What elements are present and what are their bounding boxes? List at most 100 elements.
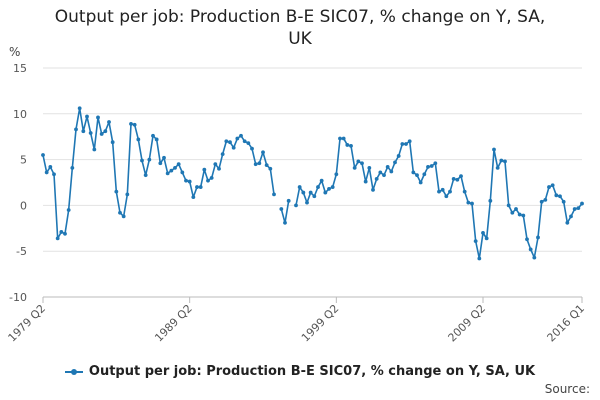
data-point	[576, 206, 581, 211]
data-point	[264, 163, 269, 168]
data-point	[378, 170, 383, 175]
data-point	[239, 133, 243, 138]
data-point	[539, 199, 544, 204]
data-point	[88, 131, 93, 135]
data-point	[547, 185, 551, 189]
data-point	[246, 141, 251, 146]
data-point	[55, 236, 60, 241]
data-point	[217, 166, 221, 171]
data-point	[136, 137, 141, 142]
y-tick-label: 15	[13, 62, 27, 75]
data-point	[184, 178, 188, 183]
data-point	[473, 239, 478, 244]
data-point	[81, 129, 86, 134]
data-point	[41, 153, 45, 157]
data-point	[319, 178, 324, 183]
data-point	[52, 172, 56, 177]
series-line	[42, 107, 275, 240]
data-point	[66, 208, 71, 212]
data-point	[422, 172, 427, 177]
data-point	[118, 210, 122, 215]
data-point	[129, 121, 133, 126]
data-point	[147, 157, 152, 162]
data-point	[543, 198, 548, 202]
series-line	[280, 200, 290, 224]
legend-label: Output per job: Production B-E SIC07, % …	[88, 364, 536, 379]
data-point	[297, 185, 302, 189]
data-point	[514, 207, 518, 211]
data-point	[334, 172, 339, 177]
data-point	[85, 114, 89, 119]
data-point	[455, 177, 460, 182]
data-point	[213, 162, 218, 167]
data-point	[418, 180, 423, 185]
data-point	[99, 132, 104, 136]
y-axis-label: %	[9, 45, 20, 59]
chart-title: Output per job: Production B-E SIC07, % …	[0, 6, 600, 50]
data-point	[433, 161, 438, 166]
data-point	[360, 161, 364, 166]
data-point	[158, 161, 163, 166]
data-point	[451, 176, 456, 181]
data-point	[70, 165, 75, 170]
data-point	[151, 133, 155, 138]
data-point	[484, 236, 489, 241]
data-point	[481, 230, 485, 235]
data-point	[173, 165, 177, 170]
data-point	[114, 189, 119, 194]
data-point	[235, 136, 240, 141]
x-tick-label: 1979 Q2	[6, 302, 49, 345]
data-point	[550, 183, 555, 188]
data-point	[92, 147, 97, 152]
data-point	[316, 185, 320, 189]
data-point	[187, 179, 192, 184]
data-point	[341, 136, 346, 141]
y-tick-label: 0	[20, 199, 27, 212]
data-point	[176, 162, 181, 167]
data-point	[140, 158, 144, 163]
data-point	[198, 185, 203, 189]
data-point	[231, 145, 236, 150]
data-point	[532, 255, 537, 260]
data-point	[327, 187, 331, 191]
data-point	[286, 198, 291, 203]
data-point	[169, 168, 174, 173]
data-point	[103, 129, 108, 134]
x-tick-label: 2009 Q2	[446, 302, 489, 345]
data-point	[180, 170, 185, 175]
data-point	[312, 194, 317, 199]
data-point	[495, 165, 500, 170]
data-point	[202, 167, 207, 172]
data-point	[426, 165, 430, 169]
data-point	[528, 247, 533, 252]
data-point	[272, 192, 276, 197]
data-point	[308, 190, 313, 195]
data-point	[301, 190, 306, 195]
legend[interactable]: Output per job: Production B-E SIC07, % …	[0, 364, 600, 379]
data-point	[338, 136, 342, 141]
data-point	[74, 127, 78, 132]
x-tick-label: 1999 Q2	[299, 302, 342, 345]
x-tick-label: 2016 Q1	[545, 302, 588, 345]
data-point	[374, 176, 379, 181]
data-point	[499, 158, 504, 163]
data-point	[580, 201, 584, 206]
y-tick-label: -10	[9, 291, 27, 304]
data-point	[121, 214, 126, 219]
data-point	[466, 200, 471, 205]
data-point	[268, 166, 273, 171]
data-point	[363, 179, 368, 184]
data-point	[558, 194, 562, 199]
data-point	[96, 115, 100, 120]
data-point	[279, 207, 284, 211]
data-point	[411, 170, 416, 175]
data-point	[323, 190, 328, 195]
y-tick-label: -5	[16, 245, 27, 258]
data-point	[250, 146, 254, 151]
data-point	[143, 173, 148, 178]
data-point	[349, 143, 353, 148]
data-point	[165, 171, 170, 176]
data-point	[44, 170, 49, 175]
data-point	[345, 143, 350, 147]
